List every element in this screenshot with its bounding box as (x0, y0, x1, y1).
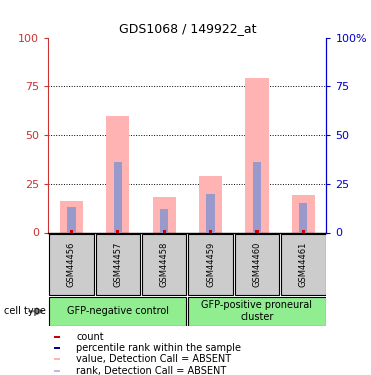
Text: rank, Detection Call = ABSENT: rank, Detection Call = ABSENT (76, 366, 226, 375)
Bar (49, 297, 187, 326)
Text: GFP-positive proneural
cluster: GFP-positive proneural cluster (201, 300, 312, 322)
Text: cell type: cell type (4, 306, 46, 316)
Bar (281, 234, 326, 295)
Bar (235, 234, 279, 295)
Text: GSM44459: GSM44459 (206, 242, 215, 287)
Bar (188, 297, 326, 326)
Bar (292, 195, 315, 232)
Bar (199, 176, 222, 232)
Text: count: count (76, 332, 104, 342)
Bar (54, 347, 60, 349)
Bar (206, 194, 215, 232)
Bar (160, 209, 168, 232)
Text: value, Detection Call = ABSENT: value, Detection Call = ABSENT (76, 354, 231, 364)
Bar (54, 336, 60, 338)
Bar (188, 234, 233, 295)
Bar (54, 370, 60, 372)
Bar (209, 230, 212, 232)
Bar (142, 234, 187, 295)
Title: GDS1068 / 149922_at: GDS1068 / 149922_at (119, 22, 256, 35)
Bar (114, 162, 122, 232)
Bar (302, 230, 305, 232)
Bar (106, 116, 129, 232)
Text: GSM44460: GSM44460 (252, 242, 262, 287)
Bar (152, 197, 176, 232)
Bar (255, 230, 259, 232)
Text: GSM44461: GSM44461 (299, 242, 308, 287)
Bar (299, 203, 308, 232)
Bar (96, 234, 140, 295)
Bar (116, 230, 119, 232)
Bar (54, 358, 60, 360)
Bar (245, 78, 269, 232)
Text: GSM44458: GSM44458 (160, 242, 169, 287)
Bar (162, 230, 166, 232)
Bar (60, 201, 83, 232)
Text: GFP-negative control: GFP-negative control (67, 306, 169, 316)
Bar (253, 162, 261, 232)
Bar (67, 207, 76, 232)
Text: GSM44456: GSM44456 (67, 242, 76, 287)
Bar (70, 230, 73, 232)
Text: GSM44457: GSM44457 (113, 242, 122, 287)
Text: percentile rank within the sample: percentile rank within the sample (76, 343, 241, 353)
Bar (49, 234, 94, 295)
